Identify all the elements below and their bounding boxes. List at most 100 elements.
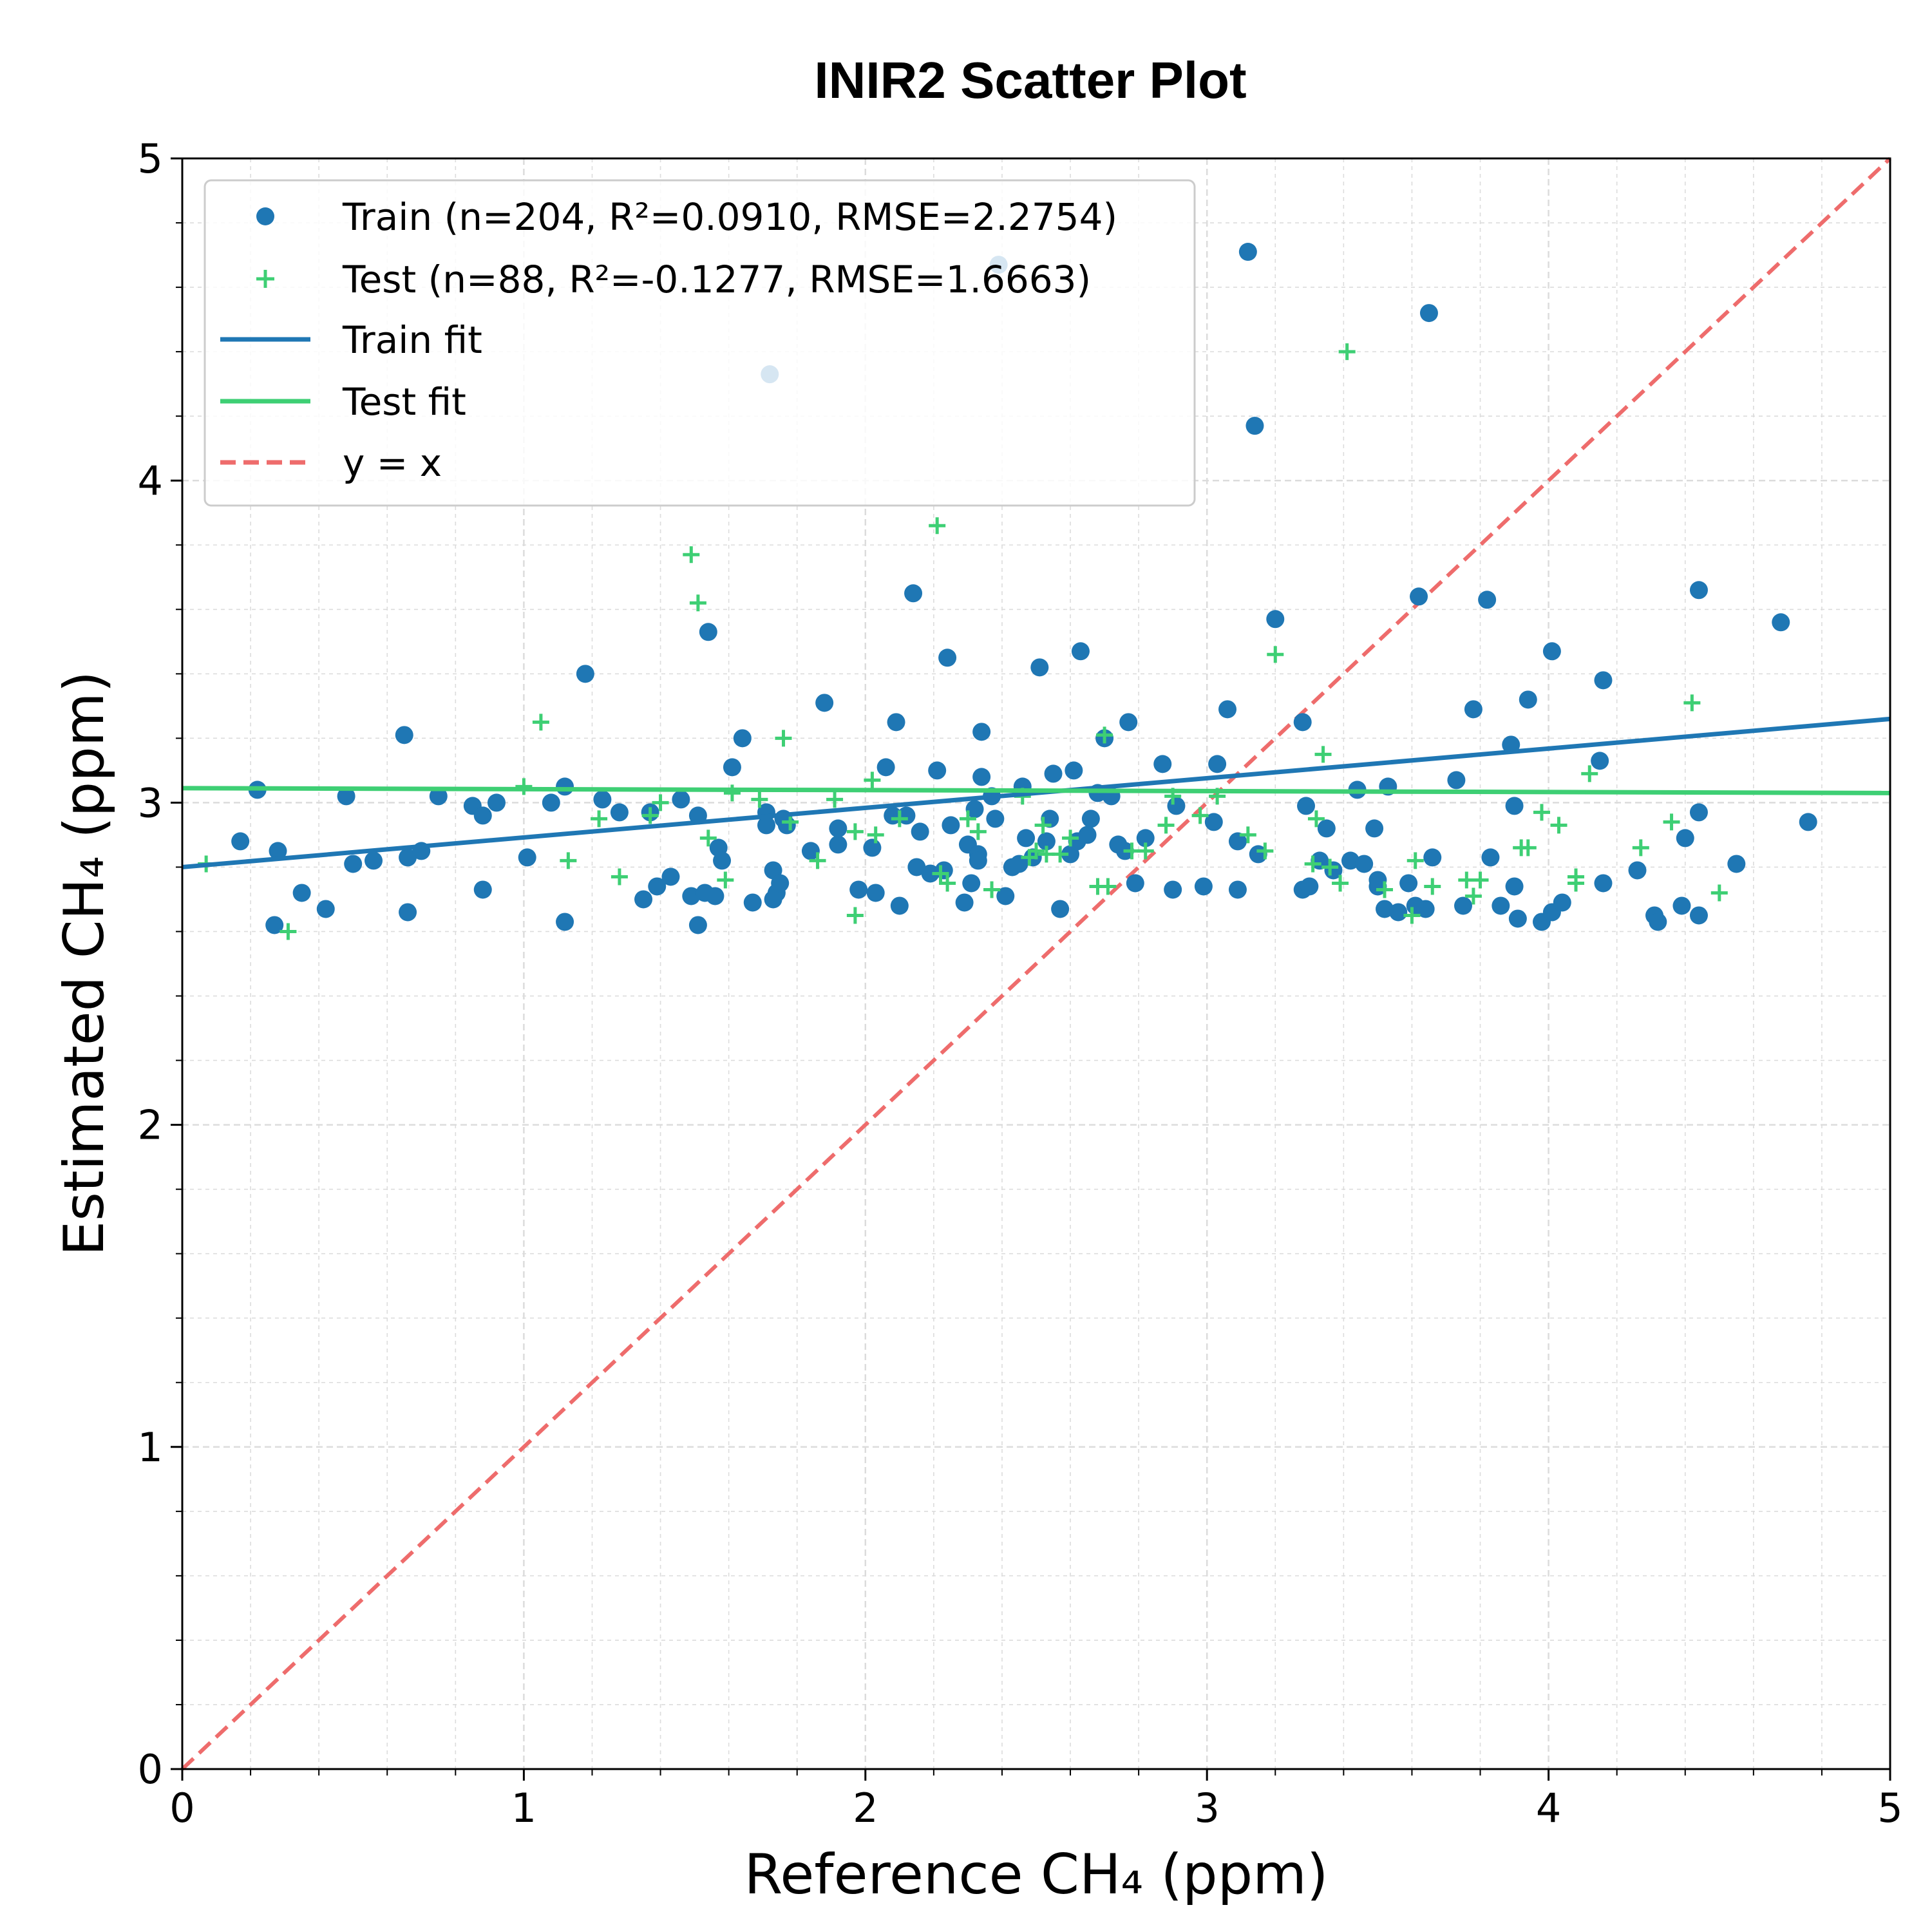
train-point [1341, 851, 1359, 870]
train-point [1542, 642, 1561, 661]
train-point [593, 790, 612, 809]
train-point [1153, 755, 1172, 773]
train-point [1238, 243, 1257, 261]
x-tick-label: 1 [511, 1785, 536, 1832]
train-point [1245, 417, 1264, 435]
train-point [849, 880, 868, 899]
legend-train-label: Train (n=204, R²=0.0910, RMSE=2.2754) [342, 195, 1117, 239]
train-point [1194, 877, 1213, 896]
train-point [682, 887, 701, 905]
test-point [929, 517, 946, 535]
test-point [1304, 855, 1321, 873]
train-point [1065, 761, 1083, 780]
x-tick-label: 3 [1194, 1785, 1219, 1832]
train-point [399, 903, 417, 922]
axis-ticks: 0 1 2 3 4 5 0 1 2 3 4 5 [138, 135, 1903, 1832]
train-point [269, 842, 287, 860]
test-point [1062, 829, 1079, 847]
train-point [699, 623, 717, 641]
train-point [1628, 861, 1647, 880]
train-point [1399, 874, 1418, 893]
train-point [1454, 896, 1472, 915]
y-tick-label: 4 [138, 457, 163, 504]
train-point [815, 694, 834, 712]
legend-identity-label: y = x [343, 441, 442, 485]
test-point [1403, 907, 1421, 924]
train-point [1297, 797, 1316, 815]
y-tick-label: 3 [138, 779, 163, 826]
test-point [1034, 817, 1052, 834]
train-point [777, 816, 796, 835]
train-point [723, 758, 741, 777]
legend-item-identity: y = x [220, 441, 442, 485]
test-point [689, 594, 706, 612]
test-point [751, 791, 768, 808]
train-point [399, 848, 417, 867]
train-point [473, 880, 492, 899]
train-point [801, 842, 820, 860]
train-point [876, 758, 895, 777]
test-point [846, 907, 864, 924]
train-point [972, 768, 991, 786]
train-point [706, 887, 724, 905]
train-point [969, 851, 987, 870]
y-tick-label: 5 [138, 135, 163, 182]
train-point [890, 896, 909, 915]
test-point [515, 778, 533, 795]
legend-test-label: Test (n=88, R²=-0.1277, RMSE=1.6663) [342, 258, 1091, 301]
test-point [1533, 804, 1550, 821]
test-point [1683, 694, 1701, 712]
test-point [1157, 817, 1175, 834]
test-point [717, 871, 734, 889]
test-point [1376, 881, 1394, 898]
test-point [1096, 726, 1113, 744]
train-point [1772, 613, 1790, 632]
train-point [576, 665, 594, 683]
train-point [344, 855, 363, 873]
train-point [829, 835, 848, 854]
train-point [231, 832, 250, 851]
train-point [928, 761, 947, 780]
train-point [1419, 304, 1438, 323]
x-tick-label: 4 [1536, 1785, 1561, 1832]
train-point [1081, 810, 1100, 828]
test-point [1028, 842, 1045, 860]
test-point [1191, 807, 1209, 824]
train-point [1505, 877, 1524, 896]
train-point [1030, 658, 1049, 677]
test-point [1332, 875, 1349, 892]
train-point [965, 800, 984, 819]
train-point [634, 890, 653, 909]
train-point [1293, 713, 1312, 732]
identity-line-layer [180, 156, 1892, 1771]
train-point [1126, 874, 1144, 893]
train-point [996, 887, 1015, 905]
test-point [864, 772, 881, 789]
train-point [955, 893, 974, 912]
test-point [1321, 858, 1339, 876]
train-point [1416, 900, 1435, 918]
train-point [1553, 893, 1571, 912]
train-point [1410, 587, 1428, 606]
test-point [1052, 846, 1069, 863]
train-point [556, 777, 574, 796]
test-point [699, 829, 717, 847]
test-point [1663, 813, 1680, 831]
test-point [1581, 765, 1598, 782]
x-tick-label: 0 [169, 1785, 194, 1832]
train-point [1478, 591, 1497, 609]
train-point [688, 916, 707, 934]
test-point [1307, 810, 1325, 828]
y-tick-label: 2 [138, 1102, 163, 1149]
train-point [1365, 819, 1384, 838]
train-point [942, 816, 960, 835]
train-point [1078, 826, 1097, 844]
plot-frame [181, 157, 1891, 1770]
train-point [395, 726, 413, 744]
test-point [652, 794, 669, 811]
train-point [1519, 690, 1537, 709]
train-point [1594, 671, 1613, 690]
train-point [1389, 903, 1408, 922]
legend-test-fit-label: Test fit [342, 380, 466, 424]
